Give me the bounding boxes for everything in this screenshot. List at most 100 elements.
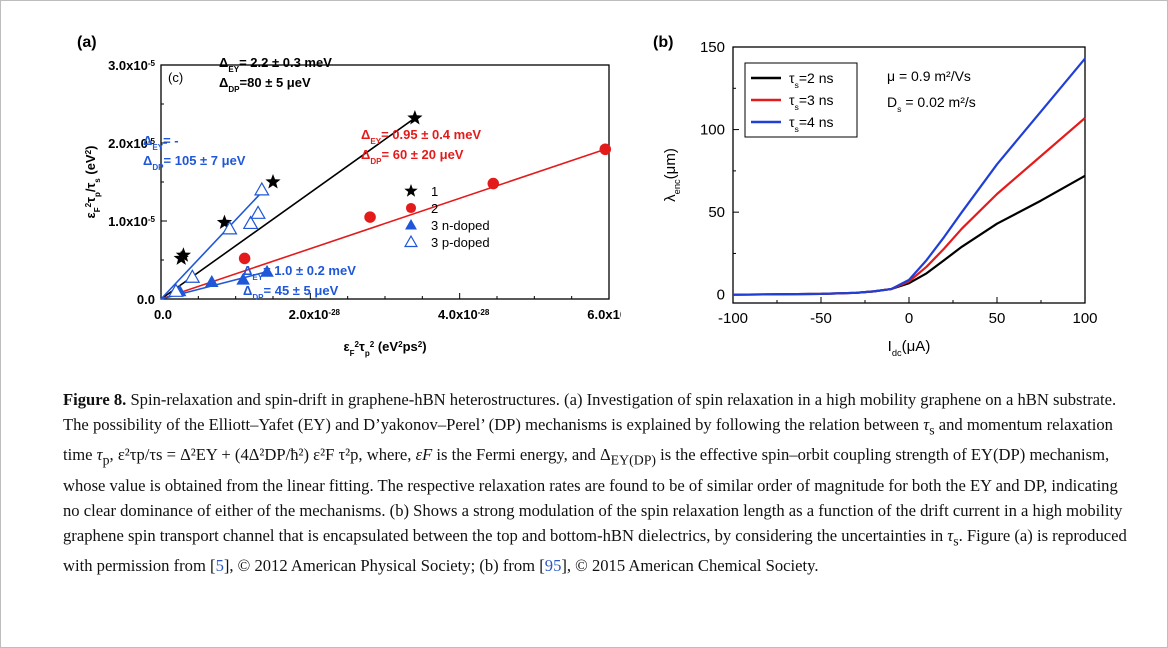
open-triangle-marker <box>221 220 238 235</box>
plot-frame-a <box>160 64 610 300</box>
x-tick-label-a: 4.0x10-28 <box>438 307 490 322</box>
text-part: Δ <box>361 127 370 142</box>
y-axis-label-a: εF2τp/τs (eV2) <box>83 146 102 219</box>
figure-caption: Figure 8. Spin-relaxation and spin-drift… <box>63 387 1133 578</box>
text-part: τ <box>83 197 98 203</box>
text-part: Δ <box>243 283 252 298</box>
open-triangle-marker <box>250 205 266 219</box>
text-part: = 0.02 m²/s <box>901 94 975 110</box>
text-part: = 45 ± 5 μeV <box>264 283 339 298</box>
fit-line-1 <box>160 117 416 300</box>
text-part: 2 <box>84 149 93 154</box>
text-part: /τ <box>83 183 98 193</box>
text-part: DP <box>152 163 164 172</box>
text-part: -28 <box>328 308 340 317</box>
circle-marker <box>599 143 612 155</box>
open-triangle-marker <box>242 215 259 230</box>
text-part: τ <box>789 92 795 108</box>
text-part: -5 <box>148 137 156 146</box>
chart-a: (a)(c)0.02.0x10-284.0x10-286.0x10-280.01… <box>77 34 621 358</box>
star-marker <box>216 214 233 229</box>
text-part: ) <box>422 339 426 354</box>
series-line-b <box>732 57 1086 296</box>
text-part: ps <box>403 339 418 354</box>
text-part: (eV <box>374 339 398 354</box>
caption-text-8: ], © 2015 American Chemical Society. <box>561 555 819 575</box>
text-part: 2 <box>370 340 375 349</box>
text-part: DP <box>370 157 382 166</box>
legend-entry-a: 2 <box>431 201 438 216</box>
text-part: (eV <box>83 154 98 178</box>
reference-link-95[interactable]: 95 <box>544 555 562 575</box>
text-part: = 0.95 ± 0.4 meV <box>381 127 481 142</box>
annotation-a: ΔDP= 105 ± 7 μeV <box>143 153 246 172</box>
x-axis-label-b: Idc(μA) <box>888 338 931 358</box>
text-part: =4 ns <box>799 114 834 130</box>
text-part: 2 <box>398 340 403 349</box>
text-part: 2.0x10 <box>289 307 329 322</box>
param-diffusion: Ds = 0.02 m²/s <box>887 94 976 114</box>
circle-marker <box>238 252 251 265</box>
triangle-marker <box>405 219 417 230</box>
y-tick-label-a: 1.0x10-5 <box>108 214 155 229</box>
triangle-marker <box>260 264 274 277</box>
text-part: = - <box>163 133 179 148</box>
caption-tau-p: τ <box>96 445 103 465</box>
caption-s-sub2: s <box>953 532 959 548</box>
open-triangle-marker <box>253 181 270 196</box>
caption-formula: , ε²τp/τs = Δ²EY + (4Δ²DP/ħ²) ε²F τ²p, <box>109 445 363 465</box>
text-part: 2.0x10 <box>108 136 148 151</box>
text-part: F <box>350 349 355 358</box>
text-part: =80 ± 5 μeV <box>240 75 311 90</box>
text-part: D <box>887 94 897 110</box>
text-part: Δ <box>143 153 152 168</box>
text-part: 2 <box>355 340 360 349</box>
text-part: ε <box>343 339 349 354</box>
text-part: (μm) <box>662 148 679 179</box>
text-part: s <box>795 80 800 90</box>
annotation-a: ΔDP= 60 ± 20 μeV <box>361 147 464 166</box>
legend-entry-a: 3 p-doped <box>431 235 490 250</box>
text-part: p <box>365 349 370 358</box>
legend-entry-b: τs=3 ns <box>789 92 834 112</box>
text-part: = 2.2 ± 0.3 meV <box>239 55 332 70</box>
y-tick-label-b: 100 <box>700 122 725 139</box>
y-axis-label-b: λenc(μm) <box>662 148 682 202</box>
text-part: 3.0x10 <box>108 58 148 73</box>
circle-marker <box>364 211 376 223</box>
text-part: (μA) <box>902 338 931 355</box>
text-part: τ <box>789 114 795 130</box>
star-marker <box>404 184 418 197</box>
caption-tau-s: τ <box>923 415 930 434</box>
y-tick-label-a: 2.0x10-5 <box>108 136 155 151</box>
text-part: Δ <box>219 75 228 90</box>
text-part: Δ <box>361 147 370 162</box>
fit-line-3-p-doped <box>160 189 265 300</box>
reference-link-5[interactable]: 5 <box>215 555 224 575</box>
x-tick-label-b: 0 <box>905 310 913 327</box>
text-part: =2 ns <box>799 70 834 86</box>
text-part: -5 <box>148 59 156 68</box>
x-tick-label-b: 100 <box>1072 310 1097 327</box>
annotation-a: ΔDP= 45 ± 5 μeV <box>243 283 339 302</box>
panel-label-a: (a) <box>77 34 97 51</box>
text-part: I <box>888 338 892 355</box>
open-triangle-marker <box>184 269 201 283</box>
star-marker <box>175 247 191 262</box>
x-tick-label-a: 0.0 <box>154 307 172 322</box>
text-part: Δ <box>143 133 152 148</box>
text-part: enc <box>672 179 682 194</box>
caption-delta: Δ <box>600 445 611 465</box>
text-part: Δ <box>243 263 252 278</box>
text-part: ε <box>83 212 98 218</box>
y-tick-label-a: 0.0 <box>137 292 155 307</box>
text-part: 0.0 <box>137 292 155 307</box>
text-part: EY <box>370 137 381 146</box>
text-part: 1.0x10 <box>108 214 148 229</box>
inset-label: (c) <box>168 70 183 85</box>
legend-entry-a: 3 n-doped <box>431 218 490 233</box>
y-tick-label-b: 150 <box>700 39 725 56</box>
open-triangle-marker <box>404 234 418 248</box>
text-part: τ <box>789 70 795 86</box>
